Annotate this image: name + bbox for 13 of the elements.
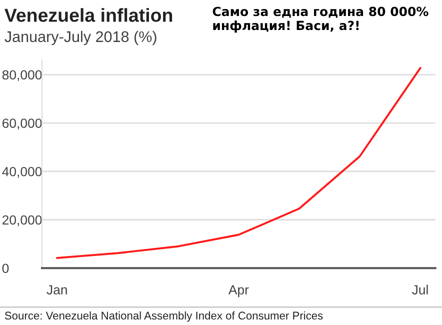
- y-tick-label: 0: [2, 264, 9, 274]
- y-tick-label: 60,000: [2, 118, 42, 130]
- y-tick-label: 40,000: [2, 166, 42, 178]
- x-tick-label: Jan: [46, 285, 67, 294]
- x-tick-label: Jul: [412, 284, 428, 294]
- y-tick-label: 80,000: [2, 70, 42, 82]
- chart-subtitle: January-July 2018 (%): [4, 30, 156, 46]
- source-note: Source: Venezuela National Assembly Index of Consumer Prices: [4, 311, 323, 322]
- chart-title: Venezuela inflation: [4, 8, 172, 22]
- x-tick-label: Apr: [228, 285, 249, 298]
- line-series: [56, 67, 422, 259]
- y-tick-label: 20,000: [2, 215, 42, 226]
- text: Само за една година 80 000% инфлация! Баси, а?!: [212, 6, 428, 33]
